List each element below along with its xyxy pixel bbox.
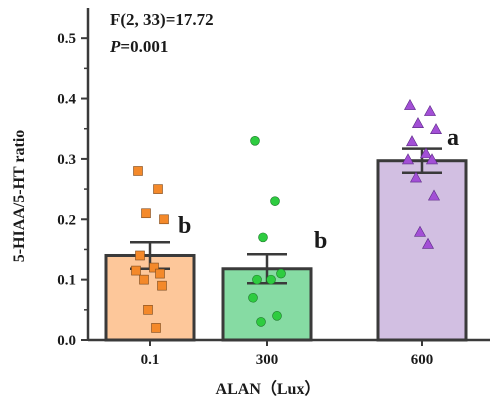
- point-0.1-2: [141, 208, 151, 219]
- point-0.1-10: [143, 305, 153, 315]
- y-tick-label-0.5: 0.5: [57, 31, 76, 47]
- point-600-11: [421, 237, 435, 249]
- point-300-4: [252, 274, 262, 285]
- point-300-1: [270, 196, 280, 206]
- y-tick-label-0.0: 0.0: [57, 333, 76, 349]
- x-tick-label-600: 600: [411, 352, 434, 368]
- point-600-9: [427, 189, 441, 201]
- y-axis-title: 5-HIAA/5-HT ratio: [11, 130, 28, 263]
- point-0.1-6: [131, 265, 141, 276]
- point-600-4: [405, 135, 419, 147]
- point-600-1: [423, 104, 437, 116]
- point-600-5: [419, 147, 433, 159]
- bar-600: [376, 159, 468, 342]
- stat-p-number: =0.001: [120, 37, 168, 56]
- significance-letters: b b a: [178, 125, 459, 254]
- point-600-8: [409, 171, 423, 183]
- point-0.1-1: [153, 184, 163, 194]
- y-tick-label-0.1: 0.1: [57, 273, 76, 289]
- point-300-3: [276, 268, 286, 279]
- point-600-6: [401, 153, 415, 165]
- data-points: [131, 98, 443, 333]
- point-0.1-5: [149, 262, 159, 273]
- point-0.1-4: [135, 250, 145, 261]
- point-300-6: [248, 292, 258, 303]
- point-0.1-9: [157, 280, 167, 291]
- significance-letter-0.1: b: [178, 213, 191, 239]
- x-axis-title: ALAN（Lux）: [216, 380, 321, 398]
- point-0.1-8: [139, 274, 149, 285]
- stat-p-value: P=0.001: [109, 37, 168, 56]
- significance-letter-600: a: [447, 125, 459, 151]
- stat-f-value: F(2, 33)=17.72: [110, 10, 214, 29]
- point-0.1-0: [133, 166, 143, 176]
- point-0.1-3: [159, 214, 169, 225]
- point-600-7: [425, 153, 439, 165]
- significance-letter-300: b: [314, 228, 327, 254]
- point-300-0: [250, 136, 260, 146]
- y-tick-label-0.2: 0.2: [57, 212, 76, 228]
- point-0.1-7: [155, 268, 165, 279]
- point-300-7: [272, 311, 282, 321]
- point-300-2: [258, 232, 268, 243]
- point-0.1-11: [151, 323, 161, 333]
- stat-p-symbol: P: [109, 37, 121, 56]
- x-tick-label-300: 300: [256, 352, 279, 368]
- y-tick-label-0.3: 0.3: [57, 152, 76, 168]
- point-600-0: [403, 98, 417, 110]
- axes: 0.1 300 600 0.0 0.1 0.2 0.3 0.4 0.5: [57, 8, 490, 368]
- point-600-10: [413, 225, 427, 237]
- point-300-8: [256, 317, 266, 327]
- point-600-2: [411, 117, 425, 128]
- point-600-3: [429, 123, 443, 135]
- x-tick-label-0.1: 0.1: [141, 352, 160, 368]
- y-tick-label-0.4: 0.4: [57, 92, 76, 108]
- point-300-5: [266, 274, 276, 285]
